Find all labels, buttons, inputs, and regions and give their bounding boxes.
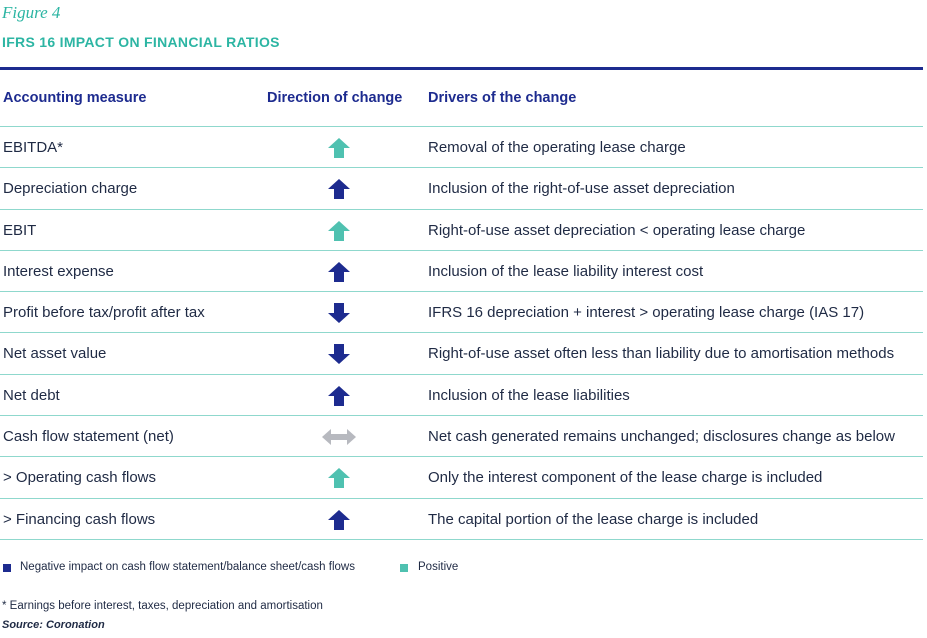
arrow-down-icon	[327, 343, 351, 365]
accounting-measure-cell: Profit before tax/profit after tax	[3, 304, 205, 322]
accounting-measure-cell: Net debt	[3, 386, 60, 404]
driver-cell: Right-of-use asset depreciation < operat…	[428, 221, 806, 239]
driver-cell: IFRS 16 depreciation + interest > operat…	[428, 304, 865, 322]
table-row: Interest expense Inclusion of the lease l…	[0, 251, 923, 293]
source-note: Source: Coronation	[2, 619, 105, 631]
arrow-up-icon	[327, 509, 351, 531]
table-body: EBITDA* Removal of the operating lease ch…	[0, 127, 923, 540]
table-header: Accounting measure Direction of change D…	[0, 70, 923, 127]
footnote: * Earnings before interest, taxes, depre…	[2, 600, 323, 612]
legend: Negative impact on cash flow statement/b…	[0, 561, 923, 577]
legend-label-negative: Negative impact on cash flow statement/b…	[20, 561, 355, 573]
arrow-up-icon	[327, 467, 351, 489]
table-row: Cash flow statement (net) Net cash genera…	[0, 416, 923, 458]
accounting-measure-cell: > Financing cash flows	[3, 510, 156, 528]
arrow-up-icon	[327, 385, 351, 407]
driver-cell: Inclusion of the right-of-use asset depr…	[428, 180, 735, 198]
accounting-measure-cell: Depreciation charge	[3, 180, 138, 198]
table-row: > Financing cash flows The capital portio…	[0, 499, 923, 540]
driver-cell: The capital portion of the lease charge …	[428, 510, 759, 528]
arrow-up-icon	[327, 261, 351, 283]
table-row: Net asset value Right-of-use asset often …	[0, 333, 923, 375]
table-row: EBITDA* Removal of the operating lease ch…	[0, 127, 923, 169]
driver-cell: Right-of-use asset often less than liabi…	[428, 345, 895, 363]
figure-title: IFRS 16 IMPACT ON FINANCIAL RATIOS	[2, 34, 280, 50]
accounting-measure-cell: EBIT	[3, 221, 37, 239]
header-drivers-of-change: Drivers of the change	[428, 90, 577, 106]
table-row: Depreciation charge Inclusion of the righ…	[0, 168, 923, 210]
legend-swatch-positive	[400, 564, 408, 572]
accounting-measure-cell: Interest expense	[3, 262, 114, 280]
legend-label-positive: Positive	[418, 561, 459, 573]
table-row: > Operating cash flows Only the interest …	[0, 457, 923, 499]
figure-label: Figure 4	[2, 3, 61, 22]
accounting-measure-cell: Cash flow statement (net)	[3, 428, 174, 446]
arrow-left-right-icon	[321, 426, 357, 448]
arrow-up-icon	[327, 178, 351, 200]
driver-cell: Net cash generated remains unchanged; di…	[428, 428, 895, 446]
accounting-measure-cell: EBITDA*	[3, 139, 64, 156]
header-accounting-measure: Accounting measure	[3, 90, 147, 106]
top-rule	[0, 67, 923, 70]
accounting-measure-cell: Net asset value	[3, 345, 107, 363]
legend-swatch-negative	[3, 564, 11, 572]
table-row: EBIT Right-of-use asset depreciation < op…	[0, 210, 923, 251]
table-row: Net debt Inclusion of the lease liabiliti…	[0, 375, 923, 417]
arrow-up-icon	[327, 220, 351, 242]
driver-cell: Only the interest component of the lease…	[428, 469, 823, 487]
driver-cell: Removal of the operating lease charge	[428, 139, 686, 156]
driver-cell: Inclusion of the lease liability interes…	[428, 262, 704, 280]
accounting-measure-cell: > Operating cash flows	[3, 469, 156, 487]
header-direction-of-change: Direction of change	[267, 90, 403, 106]
arrow-up-icon	[327, 137, 351, 159]
arrow-down-icon	[327, 302, 351, 324]
driver-cell: Inclusion of the lease liabilities	[428, 386, 630, 404]
table-row: Profit before tax/profit after tax IFRS 1…	[0, 292, 923, 334]
